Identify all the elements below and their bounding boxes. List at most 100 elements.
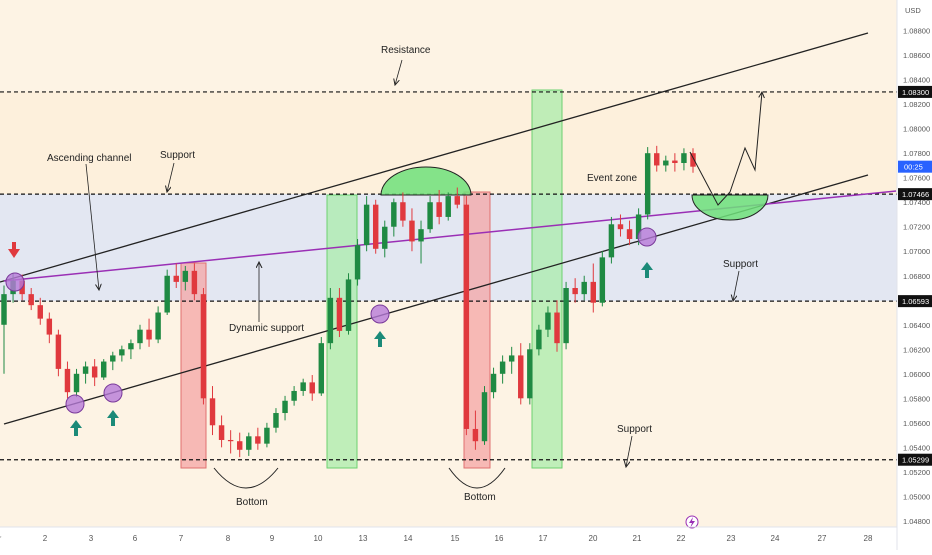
time-tick-label: 10 (314, 534, 323, 543)
time-tick-label: 23 (727, 534, 736, 543)
candle-body (173, 275, 179, 282)
channel-upper-line (0, 32, 869, 283)
candle-body (164, 275, 170, 313)
time-tick-label: 16 (495, 534, 504, 543)
candle-body (644, 153, 651, 215)
candle-body (554, 312, 560, 344)
label-resistance: Resistance (381, 45, 431, 56)
candle-body (427, 202, 433, 230)
price-tick-label: 1.08200 (903, 100, 930, 109)
candle-body (110, 355, 116, 362)
price-tick-label: 1.08600 (903, 51, 930, 60)
candle-body (672, 160, 678, 164)
bottom-arc-1 (213, 467, 279, 489)
price-tick-label: 1.05600 (903, 419, 930, 428)
candle-body (663, 160, 669, 166)
sell-arrow (8, 242, 20, 258)
level-price-text: 1.05299 (902, 456, 929, 465)
candle-body (236, 441, 243, 450)
candle-body (436, 202, 442, 217)
candle-body (681, 153, 687, 164)
buy-arrow (70, 420, 82, 436)
price-tick-label: 1.07800 (903, 149, 930, 158)
candle-body (654, 153, 660, 166)
pointer-resistance (395, 59, 403, 85)
candle-body (300, 382, 306, 391)
label-support-bottom: Support (617, 424, 652, 435)
buy-arrow (641, 262, 653, 278)
label-dynamic-support: Dynamic support (229, 323, 304, 334)
buy-arrow (107, 410, 119, 426)
time-tick-label: 15 (451, 534, 460, 543)
candle-body (508, 355, 515, 362)
time-tick-label: 20 (589, 534, 598, 543)
candle-body (37, 305, 43, 319)
touch-marker (370, 304, 390, 324)
time-tick-label: 17 (539, 534, 548, 543)
candle-body (391, 202, 397, 227)
time-tick-label: 14 (404, 534, 413, 543)
event-zone-bowl (691, 194, 769, 221)
price-tick-label: 1.06200 (903, 345, 930, 354)
lightning-icon (689, 517, 695, 528)
level-price-tag (898, 453, 932, 466)
candle-body (599, 257, 606, 303)
candle-body (617, 224, 624, 230)
candle-body (264, 427, 270, 444)
candle-body (690, 153, 696, 167)
background-zones (0, 0, 897, 527)
candle-body (291, 390, 297, 401)
candle-body (590, 281, 596, 303)
price-tick-label: 1.07200 (903, 223, 930, 232)
price-tick-label: 1.07000 (903, 247, 930, 256)
candle-body (73, 373, 80, 393)
time-tick-label: 27 (818, 534, 827, 543)
candle-body (481, 392, 488, 442)
candle-body (119, 349, 125, 356)
candle-body (581, 281, 587, 295)
price-tick-label: 1.06800 (903, 272, 930, 281)
candle-body (255, 436, 261, 444)
candle-body (155, 312, 161, 340)
price-tick-label: 1.05000 (903, 492, 930, 501)
level-price-tag (898, 295, 932, 308)
pointer-support-bottom (626, 435, 633, 467)
candle-body (363, 204, 370, 246)
axis-currency: USD (905, 6, 921, 15)
candle-body (336, 297, 343, 331)
candle-body (137, 329, 143, 344)
price-tick-label: 1.08400 (903, 76, 930, 85)
current-price-tag (898, 160, 932, 173)
level-price-tag (898, 188, 932, 201)
price-axis-ticks: 1.04800 1.05000 1.05200 1.05400 1.05600 1.058… (903, 27, 930, 526)
label-support-right: Support (723, 259, 758, 270)
time-tick-label: 8 (226, 534, 231, 543)
label-ascending-channel: Ascending channel (47, 153, 132, 164)
time-tick-label: 13 (359, 534, 368, 543)
current-price-text: 00:25 (904, 163, 923, 172)
candle-body (128, 343, 134, 350)
top-arc-zone (380, 166, 472, 196)
level-price-text: 1.07466 (902, 190, 929, 199)
candle-body (101, 361, 107, 378)
level-price-text: 1.08300 (902, 88, 929, 97)
pointer-support-right (733, 270, 740, 301)
candle-body (354, 245, 361, 280)
candle-body (46, 318, 53, 335)
candle-body (218, 425, 225, 440)
candle-body (345, 279, 352, 331)
time-tick-label: 2 (43, 534, 48, 543)
price-tick-label: 1.07600 (903, 174, 930, 183)
green-zone-2 (531, 89, 563, 469)
price-tick-label: 1.04800 (903, 517, 930, 526)
price-tick-label: 1.07400 (903, 198, 930, 207)
candle-body (563, 288, 569, 344)
candle-body (536, 329, 542, 350)
candle-body (28, 294, 34, 306)
level-price-tag (898, 85, 932, 98)
candle-body (418, 229, 424, 242)
candle-body (282, 400, 288, 414)
level-price-labels: 1.08300 1.07466 1.06593 1.05299 00:25 (898, 85, 932, 466)
